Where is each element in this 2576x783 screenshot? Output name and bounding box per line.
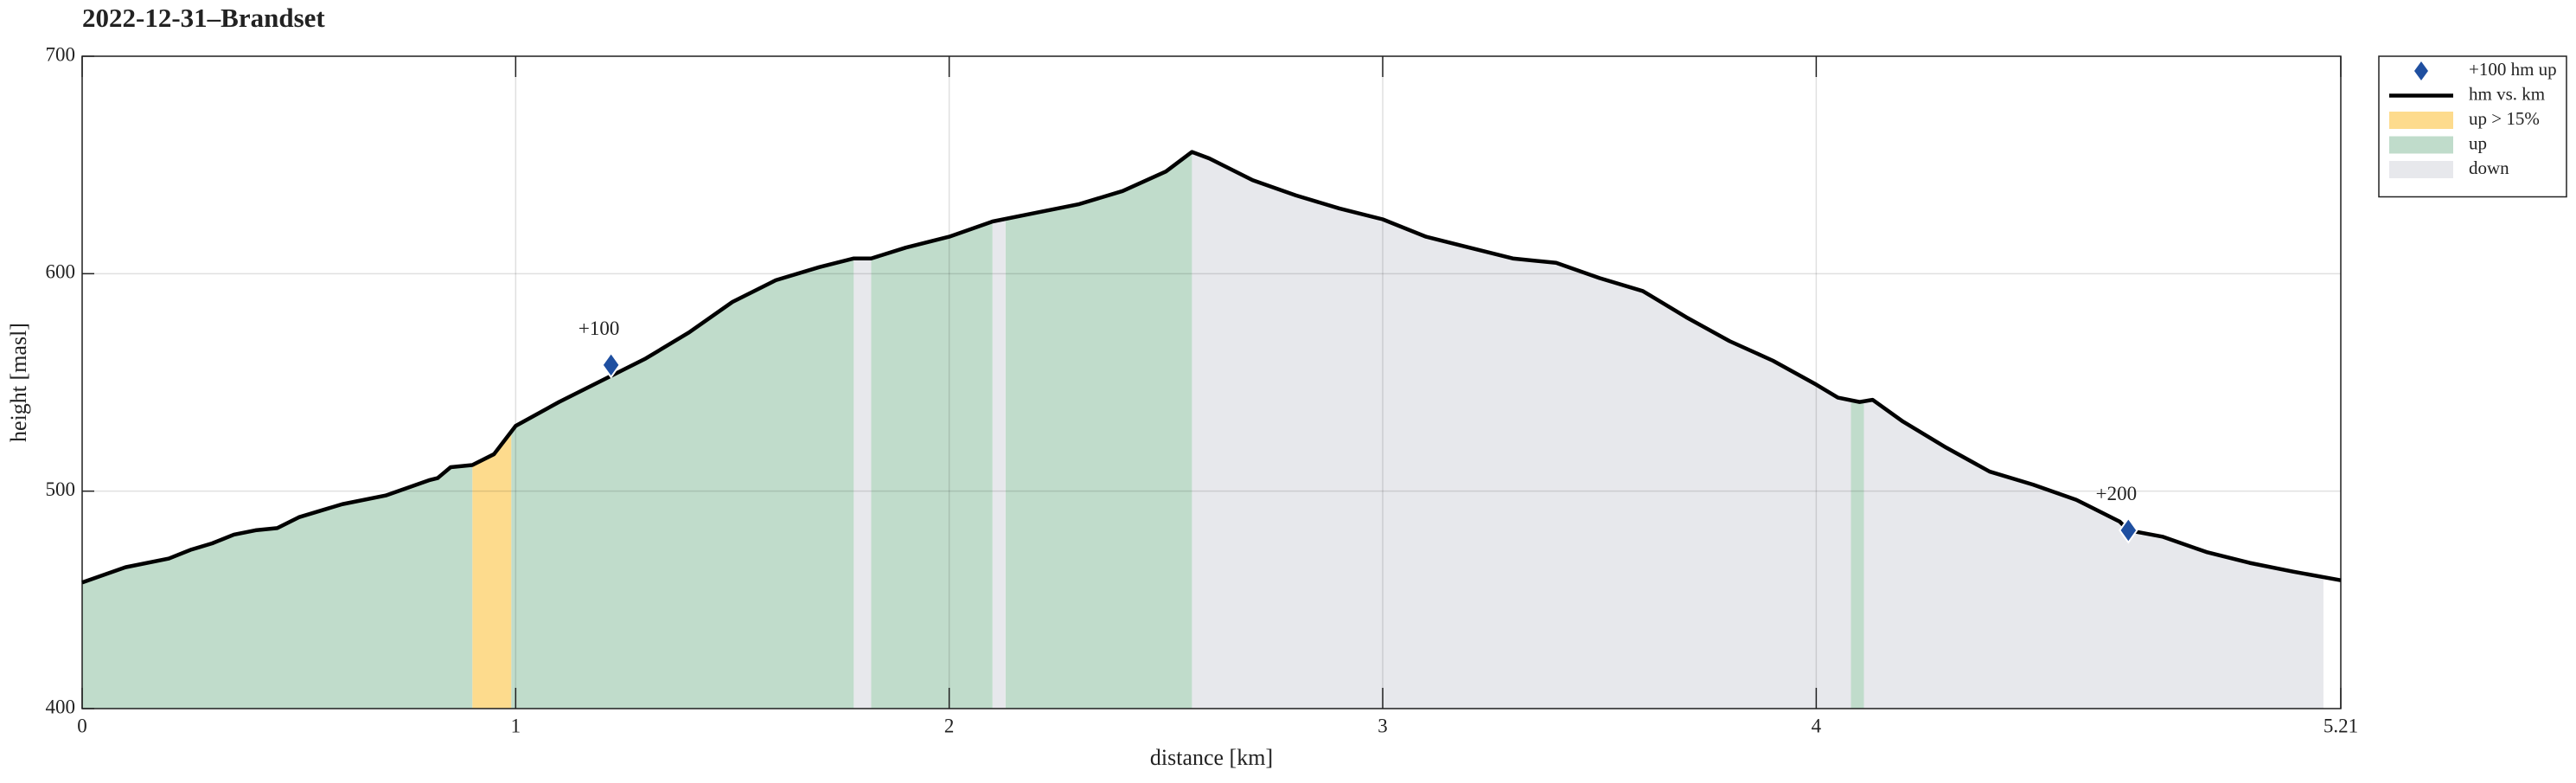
legend-label: hm vs. km [2469,83,2545,104]
band [853,151,872,709]
x-tick-label: 0 [77,715,87,736]
band [992,151,1006,709]
legend-label: +100 hm up [2469,59,2557,80]
legend-key [2389,161,2453,178]
band [511,151,854,709]
chart-title: 2022-12-31–Brandset [82,3,325,33]
legend-label: down [2469,157,2509,178]
x-tick-label: 3 [1377,715,1388,736]
band [1851,151,1864,709]
marker-label: +100 [578,318,619,339]
y-tick-label: 700 [46,43,76,65]
band [871,151,993,709]
marker [601,351,621,379]
x-tick-label: 5.21 [2324,715,2358,736]
y-axis-label: height [masl] [6,323,31,442]
y-tick-label: 600 [46,261,76,283]
x-tick-label: 4 [1812,715,1822,736]
legend-label: up > 15% [2469,108,2540,129]
marker [2119,517,2138,544]
band [1005,151,1192,709]
legend-key [2414,61,2428,80]
legend-label: up [2469,132,2487,153]
profile-line [81,150,2342,585]
y-tick-label: 400 [46,696,76,717]
marker-label: +200 [2096,483,2137,504]
legend-key [2389,136,2453,154]
band [1863,151,2324,709]
x-axis-label: distance [km] [1150,745,1273,770]
legend-key [2389,112,2453,129]
band [82,151,473,709]
x-tick-label: 2 [944,715,955,736]
x-tick-label: 1 [511,715,521,736]
plot-frame [81,55,2342,709]
band [472,151,512,709]
y-tick-label: 500 [46,478,76,500]
band [1192,151,1851,709]
